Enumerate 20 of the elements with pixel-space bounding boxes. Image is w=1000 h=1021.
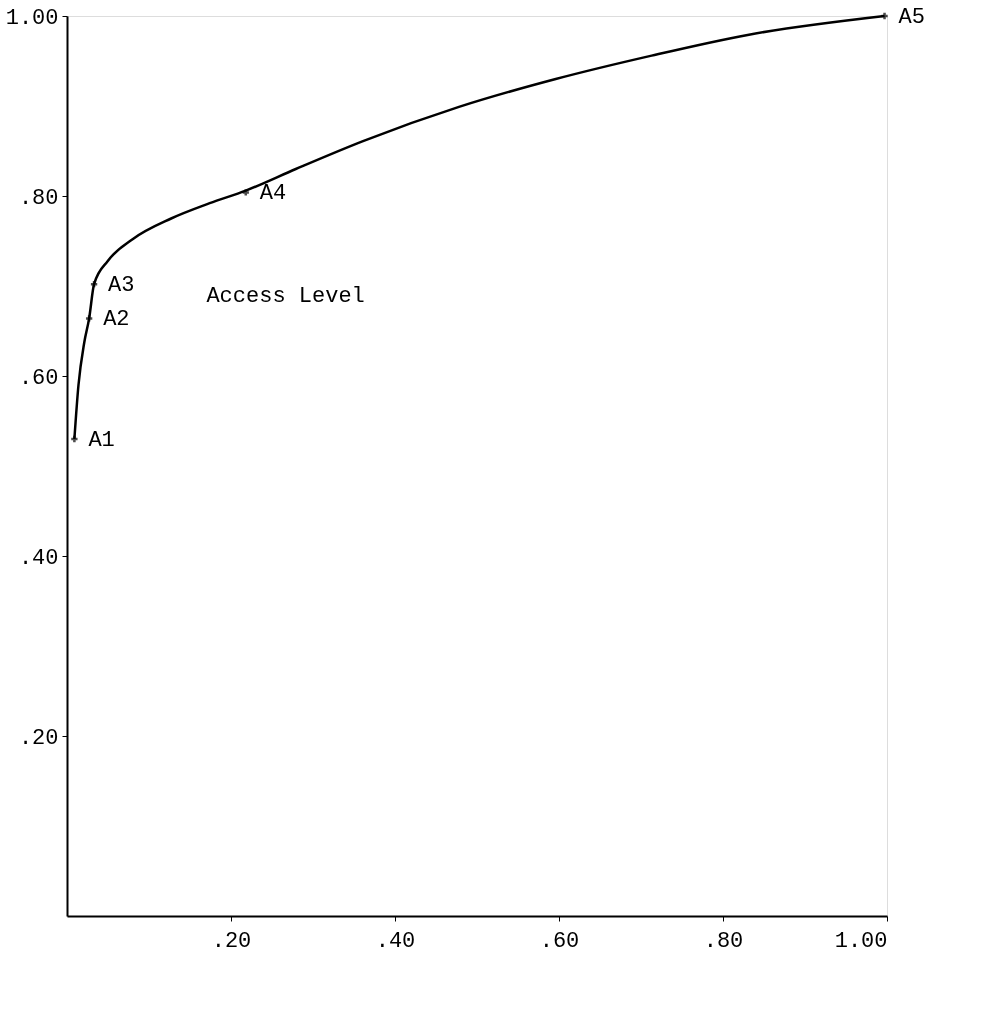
- point: [881, 12, 888, 20]
- x-tick-label: .20: [211, 928, 252, 954]
- annotation: A1: [88, 428, 115, 453]
- point: [242, 189, 249, 196]
- annotation: A2: [103, 307, 130, 333]
- annotation: A5: [898, 5, 925, 30]
- annotation: A4: [259, 181, 287, 207]
- annotation: A3: [108, 273, 135, 299]
- y-tick-label: .60: [18, 365, 59, 391]
- y-tick-label: .40: [18, 545, 59, 571]
- point: [85, 315, 93, 322]
- x-tick-label: 1.00: [834, 928, 888, 954]
- y-tick-label: .80: [18, 185, 59, 211]
- x-tick-label: .60: [539, 928, 580, 954]
- x-tick-label: .80: [703, 928, 744, 954]
- y-tick-label: 1.00: [5, 5, 59, 31]
- point: [71, 435, 78, 443]
- x-tick-label: .40: [375, 928, 416, 954]
- annotation: Access Level: [206, 284, 365, 309]
- y-tick-label: .20: [18, 725, 59, 751]
